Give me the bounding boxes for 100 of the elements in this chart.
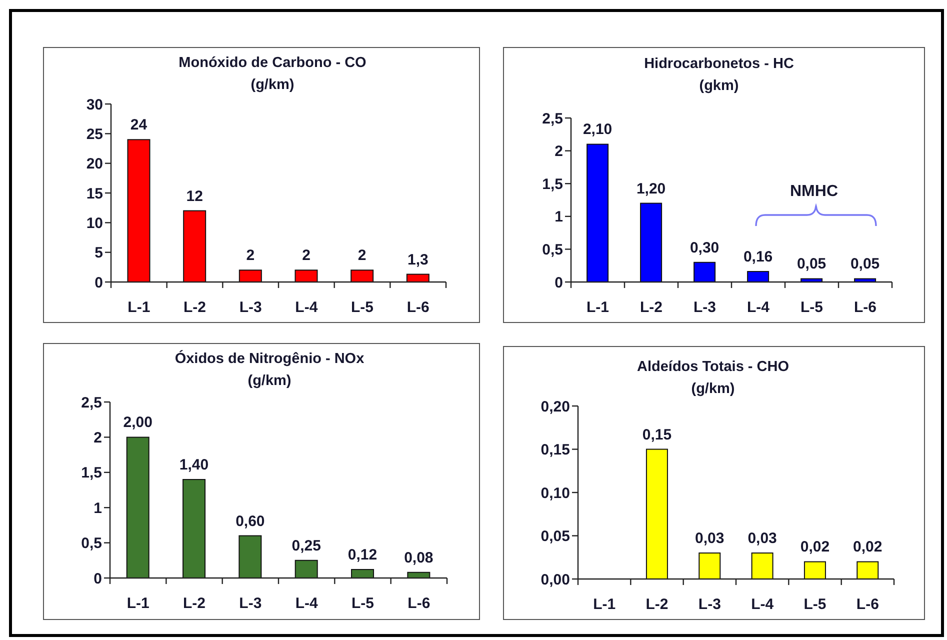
x-tick-label: L-6 xyxy=(408,595,430,612)
bar xyxy=(407,572,430,578)
chart-subtitle: (g/km) xyxy=(690,380,736,399)
bar xyxy=(238,270,262,282)
y-tick-label: 0,5 xyxy=(542,242,563,259)
x-tick-label: L-6 xyxy=(856,596,879,613)
y-tick-label: 0 xyxy=(554,274,563,292)
data-label: 0,08 xyxy=(404,549,434,566)
x-tick-label: L-3 xyxy=(239,595,262,612)
bar xyxy=(800,278,823,282)
data-label: 0,16 xyxy=(743,248,773,266)
bar xyxy=(694,262,716,282)
y-tick-label: 0,10 xyxy=(540,484,570,502)
y-tick-label: 5 xyxy=(94,244,103,262)
chart-title: Monóxido de Carbono - CO xyxy=(178,54,368,73)
x-tick-label: L-6 xyxy=(406,299,430,316)
bar xyxy=(856,561,879,579)
y-tick-label: 0 xyxy=(94,274,103,292)
y-tick-label: 30 xyxy=(86,96,103,114)
bar xyxy=(350,270,374,282)
x-tick-label: L-5 xyxy=(352,595,374,612)
x-tick-label: L-4 xyxy=(747,299,770,316)
x-tick-label: L-2 xyxy=(183,595,206,612)
bar xyxy=(182,478,206,578)
chart-title: Hidrocarbonetos - HC xyxy=(643,55,795,74)
x-tick-label: L-3 xyxy=(694,299,716,316)
data-label: 12 xyxy=(186,188,203,205)
bar xyxy=(698,552,721,579)
y-tick-label: 1 xyxy=(94,500,102,517)
data-label: 0,30 xyxy=(690,239,720,256)
data-label: 1,3 xyxy=(407,251,428,268)
data-label: 2,10 xyxy=(582,121,612,138)
y-tick-label: 0,05 xyxy=(540,528,570,546)
chart-title: Aldeídos Totais - CHO xyxy=(636,358,790,377)
bar xyxy=(126,436,150,578)
chart-subtitle: (gkm) xyxy=(698,77,740,96)
bar xyxy=(751,552,774,579)
bar xyxy=(586,144,609,282)
bar xyxy=(294,270,318,282)
x-tick-label: L-4 xyxy=(295,595,318,612)
x-tick-label: L-1 xyxy=(593,596,616,613)
bar xyxy=(406,274,430,282)
x-tick-label: L-6 xyxy=(854,299,876,316)
data-label: 2,00 xyxy=(123,414,152,432)
bar xyxy=(804,561,826,579)
bar xyxy=(640,202,662,282)
x-tick-label: L-3 xyxy=(239,299,262,316)
chart-subtitle: (g/km) xyxy=(250,76,296,95)
x-tick-label: L-5 xyxy=(351,299,374,316)
y-tick-label: 0,15 xyxy=(540,442,570,459)
data-label: 0,03 xyxy=(695,530,724,548)
data-label: 0,60 xyxy=(236,512,265,530)
bar xyxy=(646,448,668,579)
x-tick-label: L-2 xyxy=(184,299,206,316)
x-tick-label: L-5 xyxy=(800,299,823,316)
x-tick-label: L-2 xyxy=(640,299,662,316)
data-label: 0,03 xyxy=(748,530,777,548)
x-tick-label: L-3 xyxy=(698,596,721,613)
y-tick-label: 0 xyxy=(94,570,102,588)
x-tick-label: L-4 xyxy=(751,596,774,613)
x-tick-label: L-1 xyxy=(126,595,150,612)
y-tick-label: 10 xyxy=(86,214,103,232)
data-label: 0,05 xyxy=(850,256,880,273)
bar xyxy=(854,278,876,282)
y-tick-label: 0,20 xyxy=(540,398,570,416)
bar xyxy=(183,210,206,282)
x-tick-label: L-2 xyxy=(646,596,668,613)
data-label: 0,02 xyxy=(853,538,882,556)
data-label: 2 xyxy=(246,247,255,264)
y-tick-label: 2,5 xyxy=(81,394,102,412)
x-tick-label: L-1 xyxy=(586,299,609,316)
data-label: 2 xyxy=(302,247,310,264)
y-tick-label: 1,5 xyxy=(542,176,563,193)
data-label: 2 xyxy=(358,247,366,264)
y-tick-label: 1,5 xyxy=(81,464,102,482)
data-label: 0,12 xyxy=(348,546,378,564)
y-tick-label: 2,5 xyxy=(542,110,563,128)
y-tick-label: 0,00 xyxy=(540,571,570,588)
chart-subtitle: (g/km) xyxy=(246,372,292,391)
bar xyxy=(747,271,770,282)
bar xyxy=(294,560,318,578)
data-label: 0,15 xyxy=(642,426,672,444)
y-tick-label: 2 xyxy=(94,430,102,447)
x-tick-label: L-5 xyxy=(804,596,826,613)
y-tick-label: 1 xyxy=(554,208,563,226)
data-label: 24 xyxy=(130,116,148,134)
x-tick-label: L-1 xyxy=(128,299,150,316)
y-tick-label: 15 xyxy=(86,185,103,202)
y-tick-label: 25 xyxy=(86,126,103,143)
x-tick-label: L-4 xyxy=(295,299,318,316)
y-tick-label: 2 xyxy=(554,143,563,160)
bar xyxy=(351,569,374,578)
chart-title: Óxidos de Nitrogênio - NOx xyxy=(174,349,366,369)
data-label: 1,40 xyxy=(179,456,209,474)
annotation: NMHC xyxy=(790,182,838,200)
bar xyxy=(238,535,262,578)
data-label: 1,20 xyxy=(636,180,666,198)
data-label: 0,25 xyxy=(292,537,321,554)
data-label: 0,02 xyxy=(800,538,830,556)
bar xyxy=(127,139,150,282)
